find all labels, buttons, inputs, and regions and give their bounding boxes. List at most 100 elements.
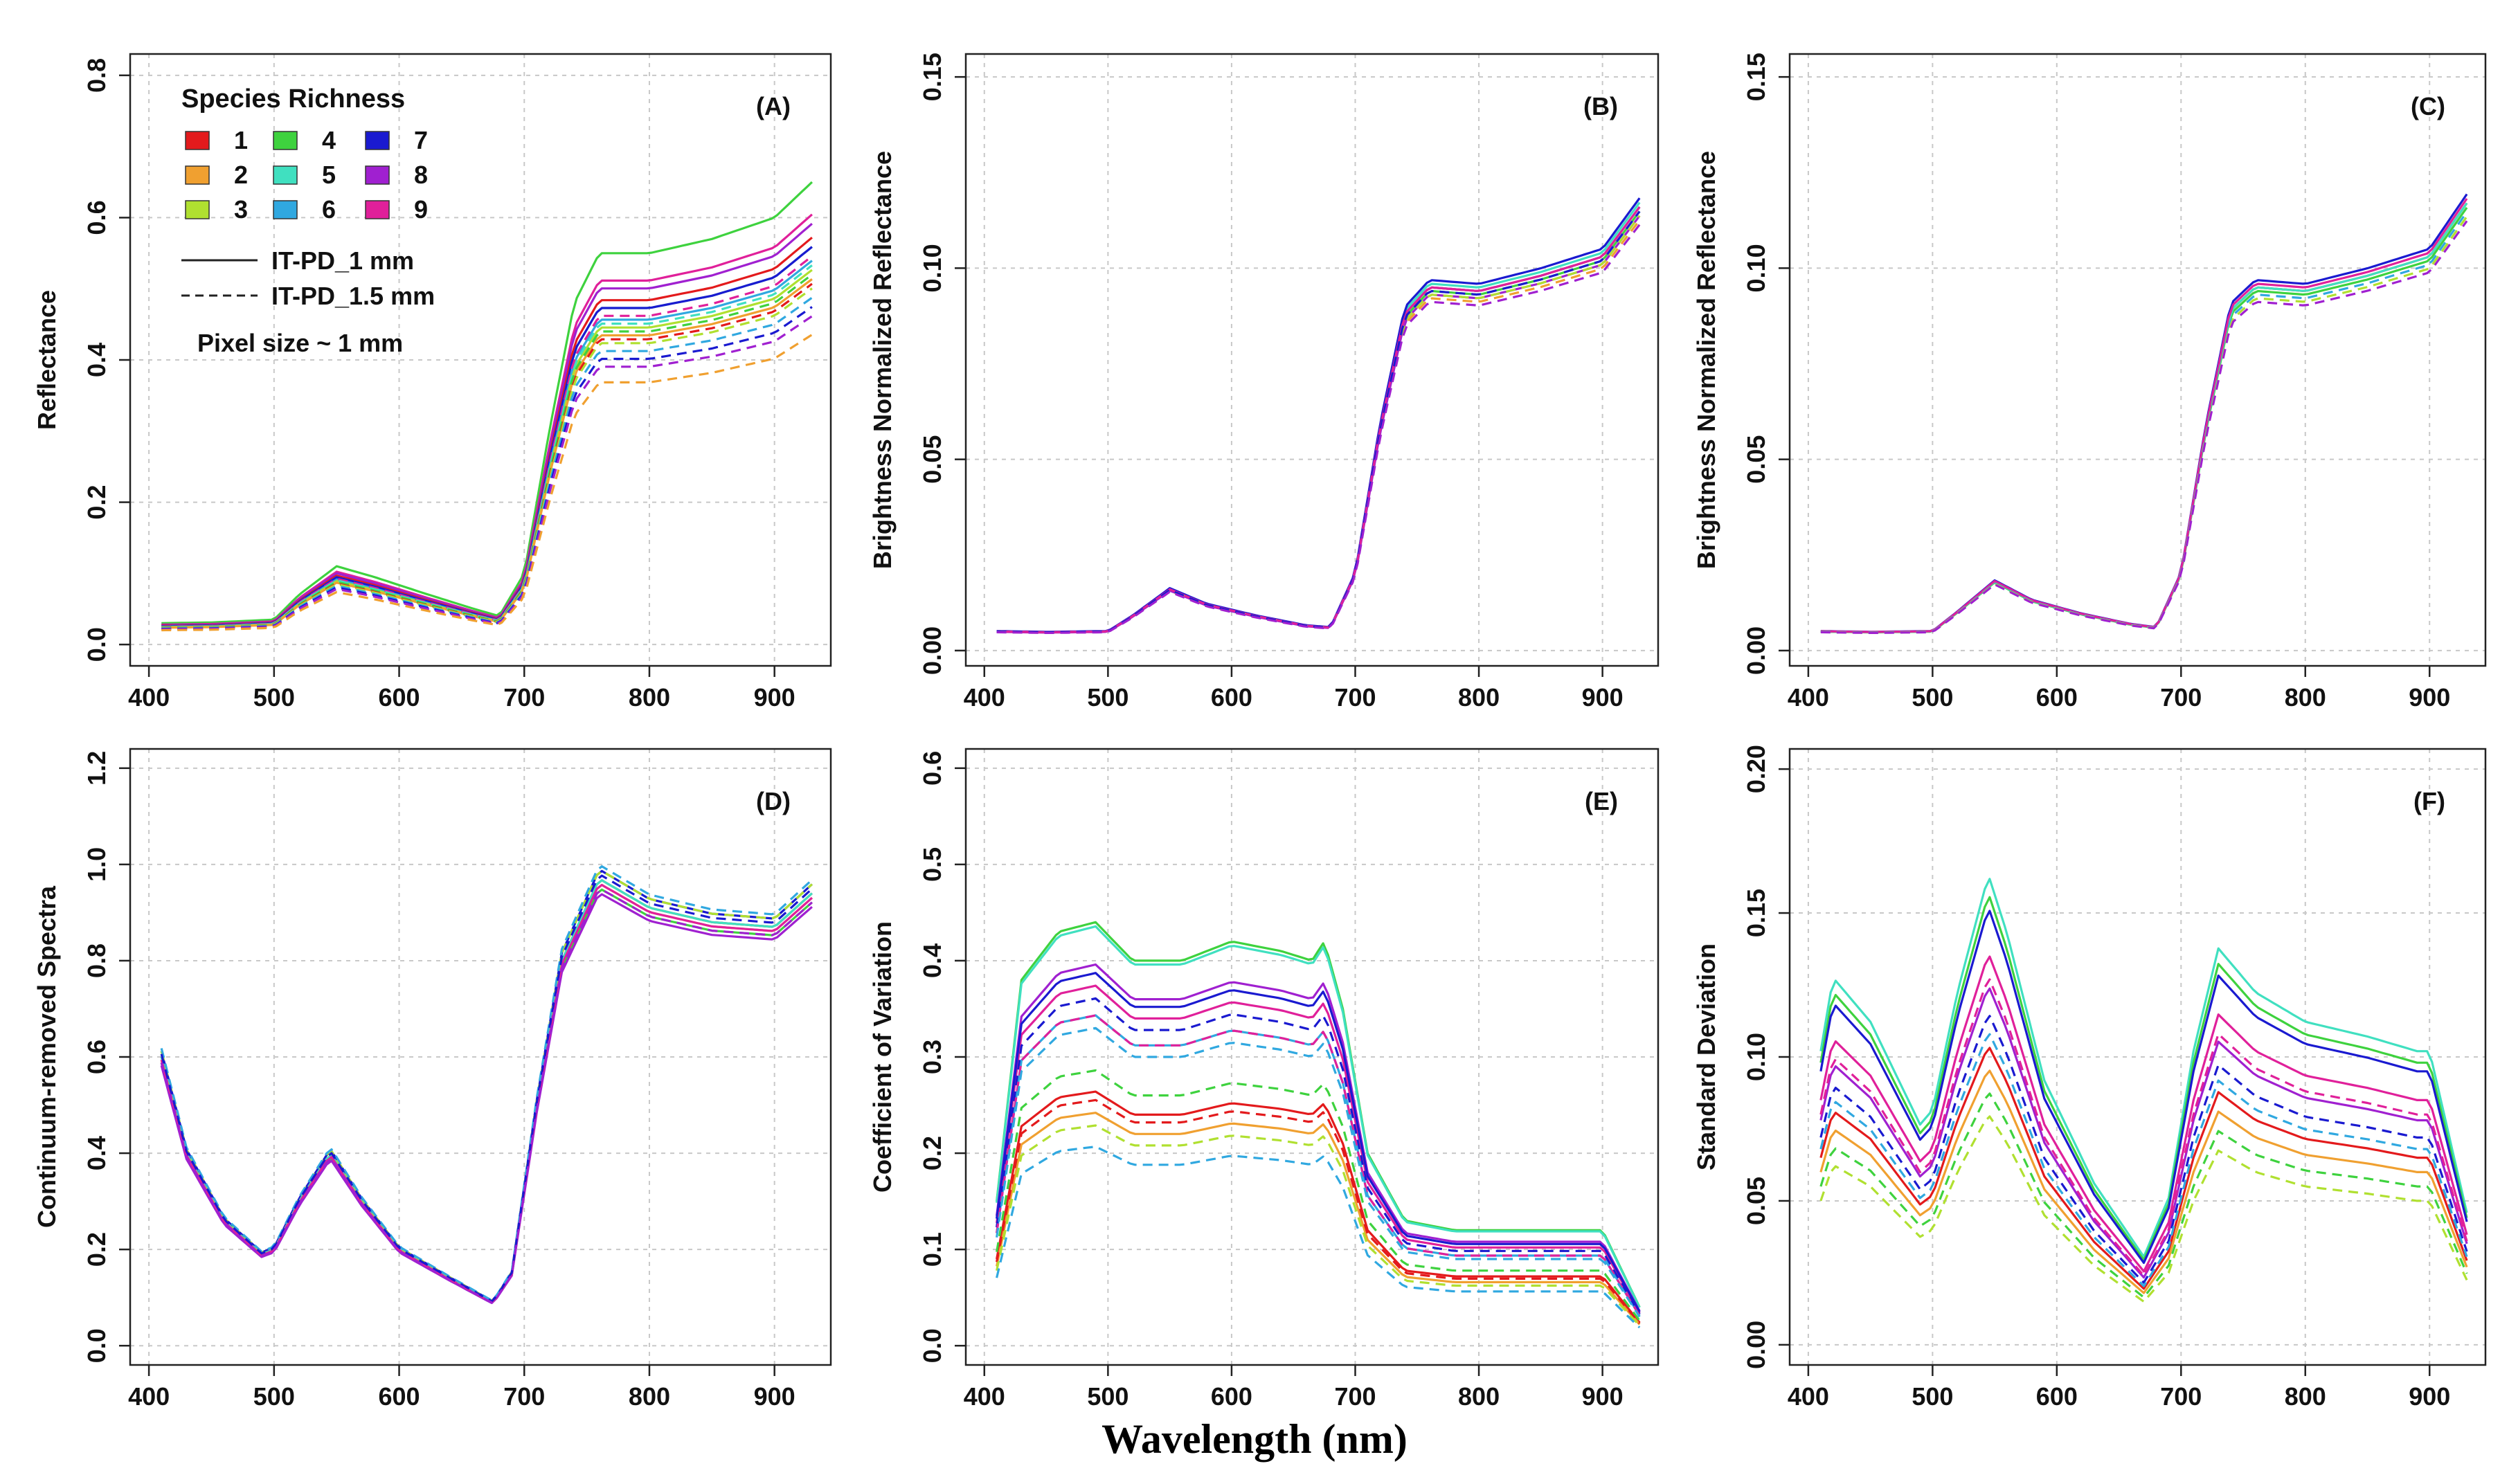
x-tick-label: 600	[2036, 1382, 2078, 1411]
panel-label: (A)	[756, 92, 791, 120]
x-tick-label: 700	[503, 1382, 545, 1411]
y-tick-label: 0.00	[1742, 626, 1770, 675]
series-group	[1819, 878, 2468, 1303]
series-line-7-solid	[1820, 193, 2468, 633]
plot-frame	[964, 53, 1660, 667]
x-tick-label: 800	[1458, 1382, 1500, 1411]
series-line-9-solid	[160, 883, 813, 1303]
y-tick-label: 0.8	[82, 943, 111, 978]
x-tick-label: 600	[2036, 683, 2078, 712]
x-tick-label: 800	[2285, 1382, 2326, 1411]
y-tick-label: 0.00	[1742, 1321, 1770, 1369]
x-tick-label: 900	[1582, 1382, 1624, 1411]
series-line-4-dashed	[996, 1069, 1641, 1321]
x-tick-label: 800	[2285, 683, 2326, 712]
y-tick-label: 0.10	[918, 244, 946, 292]
y-tick-label: 0.00	[918, 626, 946, 675]
series-line-6-dashed	[996, 1026, 1641, 1318]
series-line-7-dashed	[1819, 1015, 2468, 1284]
panel-f: 400 500 600 700 800 900 0.00 0.05 0.10 0.15 0.20 St…	[1692, 745, 2487, 1411]
y-tick-label: 1.0	[82, 847, 111, 882]
y-tick-label: 0.2	[82, 1232, 111, 1267]
series-line-1-solid	[996, 1090, 1641, 1323]
x-tick-label: 800	[1458, 683, 1500, 712]
series-group	[161, 181, 813, 632]
x-tick-label: 700	[1334, 683, 1376, 712]
legend-swatch	[185, 131, 210, 150]
series-line-2-dashed	[161, 334, 813, 632]
legend-linestyle-label: IT-PD_1.5 mm	[271, 282, 435, 310]
series-line-1-solid	[1819, 1047, 2468, 1290]
legend-swatch	[273, 200, 298, 219]
x-tick-label: 600	[1211, 1382, 1252, 1411]
x-tick-label: 600	[378, 1382, 420, 1411]
y-tick-label: 0.4	[82, 1136, 111, 1170]
x-tick-label: 900	[754, 1382, 795, 1411]
y-tick-label: 0.3	[918, 1040, 946, 1074]
y-tick-label: 0.8	[82, 58, 111, 93]
y-tick-label: 0.05	[1742, 435, 1770, 484]
panel-d: 400 500 600 700 800 900 0.0 0.2 0.4 0.6 0.8 1.0 1.2 C…	[33, 748, 832, 1411]
x-tick-label: 400	[1788, 1382, 1829, 1411]
series-line-5-solid	[996, 925, 1641, 1308]
y-axis-label: Standard Deviation	[1692, 943, 1720, 1170]
x-tick-label: 400	[1788, 683, 1829, 712]
y-tick-label: 0.0	[918, 1328, 946, 1363]
series-line-7-solid	[996, 972, 1641, 1312]
series-line-2-solid	[996, 1112, 1641, 1325]
x-tick-label: 600	[1211, 683, 1252, 712]
y-tick-label: 0.1	[918, 1232, 946, 1267]
series-line-7-dashed	[160, 874, 813, 1303]
plot-frame	[1788, 53, 2487, 667]
y-tick-label: 0.05	[918, 435, 946, 484]
y-axis-label: Brightness Normalized Reflectance	[1692, 151, 1720, 569]
series-group	[160, 865, 813, 1305]
x-tick-label: 500	[1912, 1382, 1953, 1411]
series-line-8-dashed	[160, 888, 813, 1304]
series-line-9-solid	[1820, 198, 2468, 633]
x-tick-label: 400	[964, 683, 1005, 712]
y-tick-label: 0.6	[82, 200, 111, 235]
series-line-6-dashed	[996, 1146, 1641, 1329]
series-line-8-dashed	[161, 315, 813, 631]
series-line-4-solid	[996, 921, 1641, 1308]
series-line-9-dashed	[161, 255, 813, 628]
panel-b: 400 500 600 700 800 900 0.00 0.05 0.10 0.15 Bright…	[868, 53, 1660, 712]
x-tick-label: 400	[964, 1382, 1005, 1411]
series-line-4-dashed	[1819, 1092, 2468, 1298]
legend-label: 6	[322, 195, 336, 224]
y-tick-label: 0.10	[1742, 1033, 1770, 1081]
series-line-8-solid	[1819, 987, 2468, 1279]
series-line-4-solid	[161, 181, 813, 624]
x-tick-label: 500	[253, 1382, 295, 1411]
x-tick-label: 900	[754, 683, 795, 712]
legend-linestyle-label: IT-PD_1 mm	[271, 246, 414, 275]
series-line-3-dashed	[1820, 215, 2468, 634]
plot-frame	[1788, 748, 2487, 1366]
series-line-9-solid	[161, 213, 813, 626]
y-tick-label: 0.15	[918, 53, 946, 101]
legend-swatch	[273, 165, 298, 185]
x-tick-label: 500	[1087, 683, 1128, 712]
series-line-7-solid	[996, 197, 1641, 633]
x-tick-label: 400	[128, 1382, 170, 1411]
legend-swatch	[365, 131, 390, 150]
series-line-9-dashed	[996, 1014, 1641, 1316]
legend-swatch	[185, 165, 210, 185]
series-line-2-solid	[160, 883, 813, 1303]
series-line-9-dashed	[1819, 978, 2468, 1277]
legend-swatch	[273, 131, 298, 150]
y-tick-label: 0.2	[918, 1136, 946, 1170]
y-tick-label: 0.4	[918, 943, 946, 978]
y-tick-label: 0.15	[1742, 53, 1770, 101]
x-tick-label: 500	[1912, 683, 1953, 712]
y-tick-label: 0.2	[82, 485, 111, 520]
x-tick-label: 900	[2409, 1382, 2450, 1411]
legend: Species Richness 1 2 3 4 5 6 7 8 9IT-PD_1 mm IT-PD…	[181, 84, 435, 357]
legend-title: Species Richness	[181, 84, 405, 114]
y-tick-label: 0.5	[918, 847, 946, 882]
x-tick-label: 600	[378, 683, 420, 712]
x-tick-label: 400	[128, 683, 170, 712]
x-tick-label: 900	[2409, 683, 2450, 712]
